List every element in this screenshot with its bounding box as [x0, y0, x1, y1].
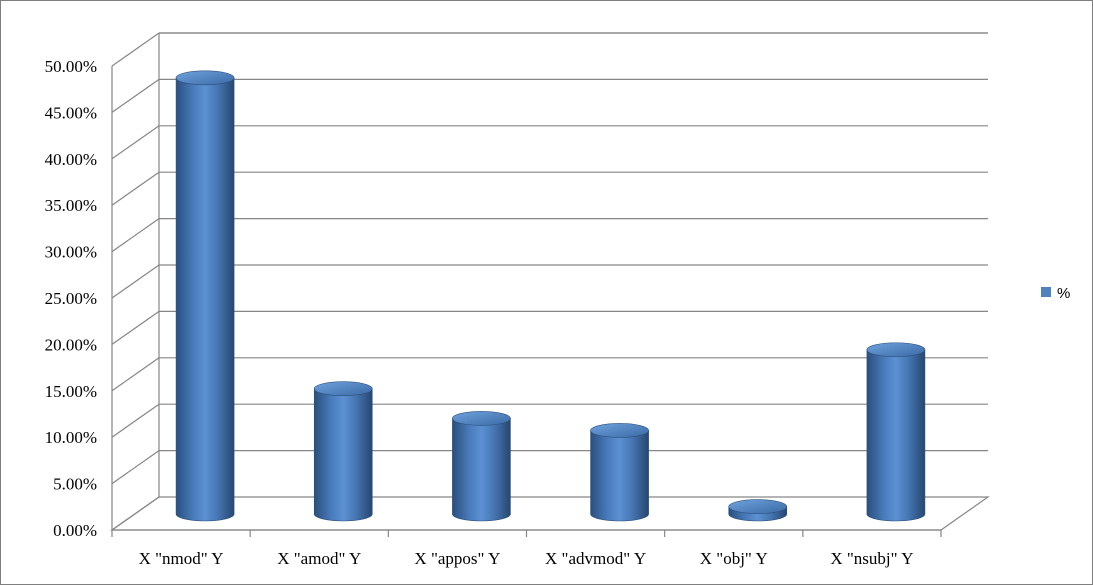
side-gridline [111, 357, 160, 392]
y-tick-label: 5.00% [53, 475, 97, 494]
y-tick-label: 30.00% [45, 243, 97, 262]
x-tick-label: X "amod" Y [277, 549, 361, 568]
side-gridline [111, 450, 160, 485]
side-gridline [111, 125, 160, 160]
y-tick-label: 0.00% [53, 521, 97, 540]
bar [728, 499, 788, 522]
legend-swatch [1041, 287, 1051, 297]
x-tick-label: X "obj" Y [700, 549, 768, 568]
x-tick-label: X "nmod" Y [139, 549, 224, 568]
bar [313, 381, 373, 522]
chart-floor [110, 496, 990, 531]
legend-label: % [1057, 285, 1070, 302]
side-gridline [111, 218, 160, 253]
side-gridline [111, 32, 160, 67]
y-tick-label: 45.00% [45, 103, 97, 122]
x-tick-label: X "nsubj" Y [830, 549, 913, 568]
bar [452, 411, 511, 522]
y-tick-label: 40.00% [45, 150, 97, 169]
y-tick-label: 50.00% [45, 57, 97, 76]
bar [590, 423, 649, 522]
y-tick-label: 10.00% [45, 428, 97, 447]
side-gridline [111, 171, 160, 206]
y-tick-label: 15.00% [45, 382, 97, 401]
y-tick-label: 25.00% [45, 289, 97, 308]
side-gridline [111, 78, 160, 113]
side-gridline [111, 496, 160, 531]
side-gridline [111, 264, 160, 299]
y-tick-label: 35.00% [45, 196, 97, 215]
side-gridline [111, 403, 160, 438]
x-tick-label: X "appos" Y [414, 549, 500, 568]
side-gridline [111, 310, 160, 345]
y-tick-label: 20.00% [45, 335, 97, 354]
x-tick-label: X "advmod" Y [545, 549, 646, 568]
legend-item: % [1041, 285, 1070, 302]
bar [866, 342, 926, 522]
bar [175, 70, 235, 522]
